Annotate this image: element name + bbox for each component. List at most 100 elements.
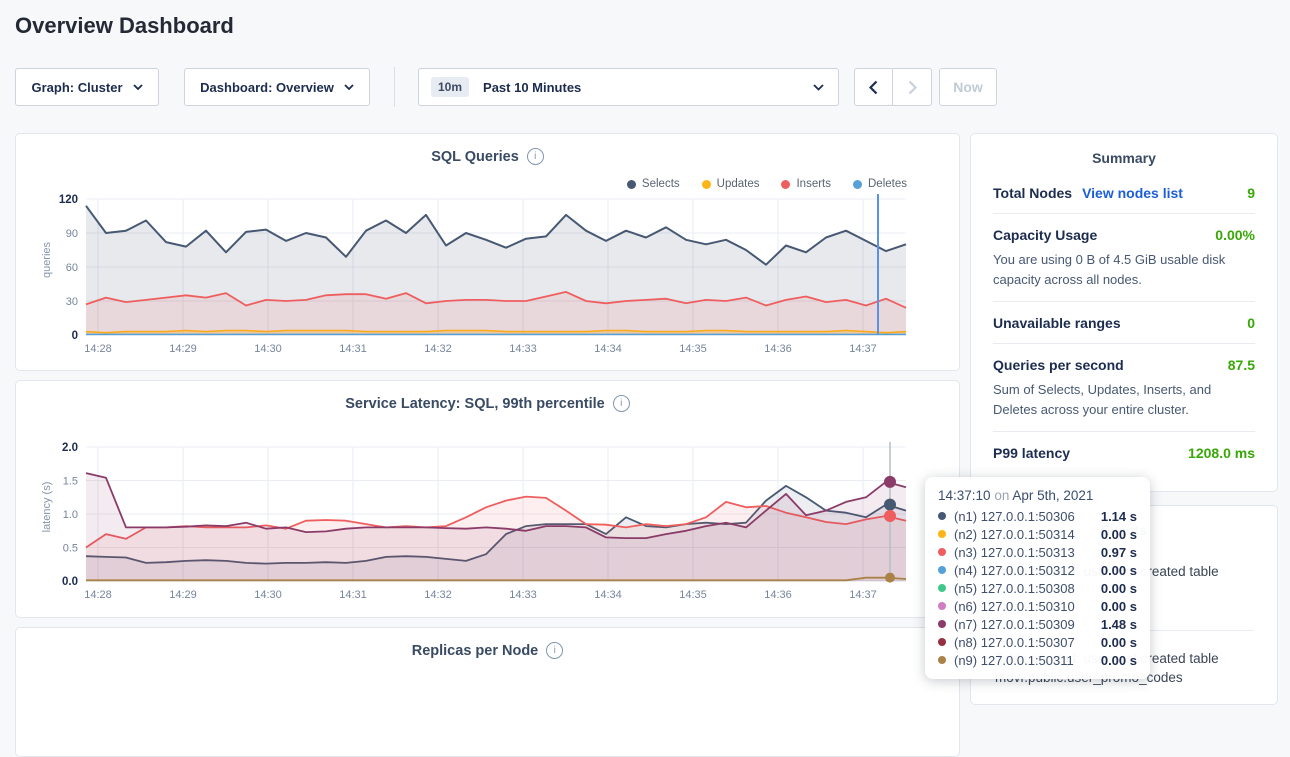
tooltip-date: Apr 5th, 2021	[1012, 488, 1094, 503]
tooltip-timestamp: 14:37:10 on Apr 5th, 2021	[938, 485, 1137, 507]
replicas-chart-card: Replicas per Node i	[15, 627, 960, 757]
chevron-right-icon	[908, 80, 917, 94]
chevron-down-icon	[813, 83, 824, 91]
page-title: Overview Dashboard	[15, 13, 234, 38]
summary-row: Total Nodes View nodes list 9	[993, 172, 1255, 213]
summary-title: Summary	[1092, 150, 1156, 166]
legend-item-updates[interactable]: Updates	[701, 178, 760, 190]
node-color-dot-icon	[938, 584, 946, 592]
summary-value: 1208.0 ms	[1188, 445, 1255, 461]
x-tick-label: 14:30	[254, 589, 282, 601]
summary-rows: Total Nodes View nodes list 9 Capacity Usag…	[971, 172, 1277, 489]
now-button[interactable]: Now	[939, 68, 997, 106]
x-tick-label: 14:34	[594, 343, 622, 355]
dashboard-selector-dropdown[interactable]: Dashboard: Overview	[184, 68, 370, 106]
summary-value: 0.00%	[1215, 227, 1255, 243]
legend-label: Selects	[641, 178, 680, 190]
x-tick-label: 14:32	[424, 343, 452, 355]
node-color-dot-icon	[938, 620, 946, 628]
summary-row-head: Queries per second 87.5	[993, 357, 1255, 373]
series-line	[85, 205, 907, 266]
tooltip-node-row: (n4) 127.0.0.1:50312 0.00 s	[938, 561, 1137, 579]
tooltip-node-label: (n1) 127.0.0.1:50306	[954, 508, 1075, 524]
series-area	[86, 205, 906, 335]
y-tick-label: 2.0	[62, 442, 78, 454]
tooltip-node-value: 0.00 s	[1100, 598, 1137, 614]
tooltip-node-label: (n6) 127.0.0.1:50310	[954, 598, 1075, 614]
latency-chart[interactable]: 14:28 14:29 14:30 14:31 14:32 14:33 14:34 14:35…	[16, 431, 961, 616]
series-line	[85, 291, 907, 309]
time-step-buttons	[854, 68, 932, 106]
tooltip-node-value: 0.00 s	[1100, 580, 1137, 596]
summary-row-head: Capacity Usage 0.00%	[993, 227, 1255, 243]
summary-label: Queries per second	[993, 357, 1124, 373]
toolbar-divider	[394, 67, 395, 107]
hover-dot	[884, 510, 896, 523]
y-tick-label: 120	[59, 194, 78, 206]
legend-dot-icon	[853, 179, 862, 189]
sql-queries-chart-card: SQL Queries i Selects Updates Inserts Delet…	[15, 133, 960, 371]
series-area	[86, 496, 906, 581]
tooltip-time: 14:37:10	[938, 488, 991, 503]
summary-row-head: Unavailable ranges 0	[993, 315, 1255, 331]
series-area	[86, 485, 906, 581]
summary-label: Unavailable ranges	[993, 315, 1121, 331]
hover-dot	[884, 475, 896, 488]
tooltip-node-row: (n2) 127.0.0.1:50314 0.00 s	[938, 525, 1137, 543]
tooltip-node-value: 0.97 s	[1100, 544, 1137, 560]
tooltip-node-value: 1.48 s	[1100, 616, 1137, 632]
sql-queries-chart[interactable]: 14:28 14:29 14:30 14:31 14:32 14:33 14:34 14:35…	[16, 184, 961, 369]
tooltip-node-row: (n9) 127.0.0.1:50311 0.00 s	[938, 651, 1137, 669]
legend-item-inserts[interactable]: Inserts	[781, 178, 831, 190]
tooltip-node-label: (n3) 127.0.0.1:50313	[954, 544, 1075, 560]
info-icon[interactable]: i	[612, 395, 630, 412]
graph-selector-dropdown[interactable]: Graph: Cluster	[15, 68, 159, 106]
legend-item-selects[interactable]: Selects	[626, 178, 680, 190]
tooltip-node-value: 1.14 s	[1100, 508, 1137, 524]
tooltip-node-label: (n4) 127.0.0.1:50312	[954, 562, 1075, 578]
tooltip-node-row: (n6) 127.0.0.1:50310 0.00 s	[938, 597, 1137, 615]
y-tick-label: 0	[72, 330, 78, 342]
info-icon[interactable]: i	[546, 642, 564, 659]
chart-title: Service Latency: SQL, 99th percentile i	[16, 395, 959, 412]
summary-panel: Summary Total Nodes View nodes list 9 Capac…	[970, 133, 1278, 492]
time-prev-button[interactable]	[854, 68, 893, 106]
tooltip-node-label: (n7) 127.0.0.1:50309	[954, 616, 1075, 632]
x-tick-label: 14:29	[169, 589, 197, 601]
node-color-dot-icon	[938, 548, 946, 556]
legend-item-deletes[interactable]: Deletes	[853, 178, 907, 190]
tooltip-node-label: (n5) 127.0.0.1:50308	[954, 580, 1075, 596]
summary-row: Capacity Usage 0.00% You are using 0 B of …	[993, 213, 1255, 301]
tooltip-node-value: 0.00 s	[1100, 526, 1137, 542]
hover-dot	[884, 498, 896, 511]
x-tick-label: 14:33	[509, 589, 537, 601]
time-range-dropdown[interactable]: 10m Past 10 Minutes	[418, 68, 839, 106]
summary-row: Queries per second 87.5 Sum of Selects, Up…	[993, 343, 1255, 431]
y-tick-label: 30	[66, 296, 78, 308]
summary-row-head: Total Nodes View nodes list 9	[993, 185, 1255, 201]
x-tick-label: 14:37	[849, 343, 877, 355]
summary-value: 0	[1247, 315, 1255, 331]
x-tick-label: 14:31	[339, 343, 367, 355]
x-tick-label: 14:29	[169, 343, 197, 355]
info-icon[interactable]: i	[526, 148, 544, 165]
summary-value: 9	[1247, 185, 1255, 201]
series-line	[85, 472, 907, 539]
x-tick-label: 14:34	[594, 589, 622, 601]
tooltip-node-label: (n9) 127.0.0.1:50311	[954, 652, 1074, 668]
chart-legend: Selects Updates Inserts Deletes	[626, 178, 907, 190]
chart-hover-tooltip: 14:37:10 on Apr 5th, 2021 (n1) 127.0.0.1…	[925, 477, 1150, 679]
series-line	[85, 485, 907, 565]
y-tick-label: 1.0	[63, 509, 78, 521]
summary-label: P99 latency	[993, 445, 1071, 461]
x-tick-label: 14:37	[849, 589, 877, 601]
summary-value: 87.5	[1227, 357, 1255, 373]
legend-label: Updates	[716, 178, 760, 190]
legend-label: Inserts	[796, 178, 831, 190]
latency-chart-card: Service Latency: SQL, 99th percentile i …	[15, 380, 960, 618]
node-color-dot-icon	[938, 602, 946, 610]
y-tick-label: 0.5	[63, 543, 78, 555]
view-nodes-list-link[interactable]: View nodes list	[1082, 185, 1183, 201]
legend-label: Deletes	[868, 178, 907, 190]
time-next-button[interactable]	[893, 68, 932, 106]
